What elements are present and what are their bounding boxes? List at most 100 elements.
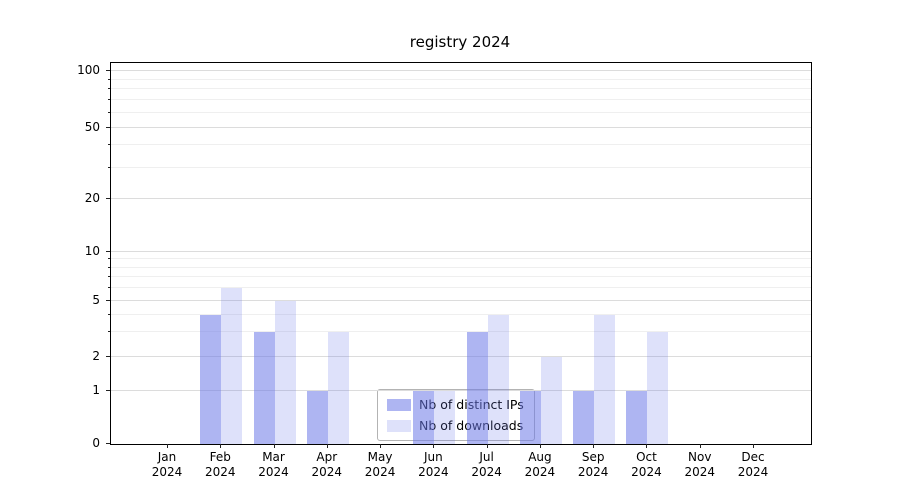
x-tick-year: 2024 — [364, 465, 396, 479]
x-tick-month: Nov — [688, 450, 712, 464]
y-tick-label: 1 — [92, 383, 100, 397]
y-tick-mark — [106, 443, 110, 444]
gridline-minor — [111, 266, 811, 268]
gridline-minor — [111, 166, 811, 168]
y-tick-mark — [106, 251, 110, 252]
x-tick-year: 2024 — [418, 465, 449, 479]
y-minor-tick-mark — [108, 99, 110, 101]
bar-downloads — [487, 314, 509, 444]
x-tick-mark — [380, 444, 382, 448]
x-tick-year: 2024 — [524, 465, 556, 479]
y-minor-tick-mark — [108, 166, 110, 168]
x-tick-label: Jan 2024 — [135, 450, 199, 480]
bar-distinct-ips — [306, 391, 328, 444]
bar-downloads — [327, 332, 349, 444]
x-tick-label: Mar 2024 — [242, 450, 306, 480]
x-tick-label: Jul 2024 — [455, 450, 519, 480]
x-tick-label: Apr 2024 — [295, 450, 359, 480]
x-tick-mark — [433, 444, 435, 448]
bar-downloads — [594, 314, 616, 444]
y-tick-label: 10 — [84, 244, 100, 258]
x-tick-year: 2024 — [204, 465, 236, 479]
bar-downloads — [274, 301, 296, 444]
bar-distinct-ips — [626, 391, 648, 444]
x-tick-label: Nov 2024 — [668, 450, 732, 480]
x-tick-year: 2024 — [151, 465, 183, 479]
bar-downloads — [221, 288, 243, 444]
x-tick-month: Sep — [581, 450, 605, 464]
y-tick-mark — [106, 356, 110, 357]
y-minor-tick-mark — [108, 276, 110, 278]
x-tick-mark — [593, 444, 595, 448]
x-tick-month: May — [367, 450, 393, 464]
gridline-minor — [111, 331, 811, 333]
x-tick-mark — [753, 444, 754, 448]
bar-distinct-ips — [466, 332, 488, 444]
gridline-minor — [111, 287, 811, 289]
y-minor-tick-mark — [108, 144, 110, 146]
gridline-major — [111, 127, 811, 128]
gridline-minor — [111, 99, 811, 101]
gridline-minor — [111, 276, 811, 278]
x-tick-label: Feb 2024 — [188, 450, 252, 480]
x-tick-year: 2024 — [311, 465, 343, 479]
x-tick-year: 2024 — [684, 465, 715, 479]
gridline-major — [111, 198, 811, 199]
gridline-major — [111, 300, 811, 301]
x-tick-mark — [486, 444, 488, 448]
y-minor-tick-mark — [108, 313, 110, 315]
y-minor-tick-mark — [108, 258, 110, 260]
x-tick-year: 2024 — [631, 465, 662, 479]
legend: Nb of distinct IPs Nb of downloads — [377, 389, 535, 441]
y-minor-tick-mark — [108, 266, 110, 268]
x-tick-mark — [273, 444, 275, 448]
x-tick-month: Mar — [262, 450, 285, 464]
x-tick-label: May 2024 — [348, 450, 412, 480]
legend-swatch-distinct-ips — [387, 398, 411, 411]
y-tick-label: 100 — [77, 63, 100, 77]
x-tick-label: Jun 2024 — [401, 450, 465, 480]
x-tick-month: Jul — [479, 450, 494, 464]
y-tick-mark — [106, 127, 110, 128]
bar-downloads — [540, 357, 562, 444]
x-tick-year: 2024 — [471, 465, 502, 479]
legend-swatch-downloads — [387, 419, 411, 432]
y-tick-label: 2 — [92, 349, 100, 363]
y-minor-tick-mark — [108, 78, 110, 80]
bar-distinct-ips — [253, 332, 275, 444]
x-tick-label: Aug 2024 — [508, 450, 572, 480]
gridline-major — [111, 251, 811, 252]
y-minor-tick-mark — [108, 112, 110, 113]
gridline-minor — [111, 258, 811, 260]
x-tick-mark — [326, 444, 328, 448]
bar-distinct-ips — [200, 314, 222, 444]
gridline-major — [111, 70, 811, 71]
y-minor-tick-mark — [108, 331, 110, 333]
x-tick-mark — [699, 444, 701, 448]
bar-downloads — [434, 391, 456, 444]
y-tick-label: 50 — [84, 120, 100, 134]
y-tick-label: 5 — [92, 293, 100, 307]
plot-area: Nb of distinct IPs Nb of downloads — [110, 62, 812, 445]
x-tick-month: Aug — [528, 450, 552, 464]
x-tick-mark — [539, 444, 541, 448]
x-tick-month: Jun — [423, 450, 443, 464]
bar-downloads — [647, 332, 669, 444]
gridline-minor — [111, 313, 811, 315]
bar-distinct-ips — [413, 391, 435, 444]
gridline-minor — [111, 78, 811, 80]
x-tick-mark — [220, 444, 222, 448]
gridline-major — [111, 390, 811, 391]
gridline-major — [111, 356, 811, 357]
y-tick-mark — [106, 300, 110, 301]
y-minor-tick-mark — [108, 287, 110, 289]
x-tick-year: 2024 — [737, 465, 769, 479]
y-tick-mark — [106, 70, 110, 71]
y-tick-mark — [106, 198, 110, 199]
bar-distinct-ips — [519, 391, 541, 444]
y-tick-label: 20 — [84, 191, 100, 205]
gridline-minor — [111, 112, 811, 114]
x-tick-label: Sep 2024 — [561, 450, 625, 480]
y-tick-mark — [106, 390, 110, 391]
x-tick-year: 2024 — [577, 465, 609, 479]
